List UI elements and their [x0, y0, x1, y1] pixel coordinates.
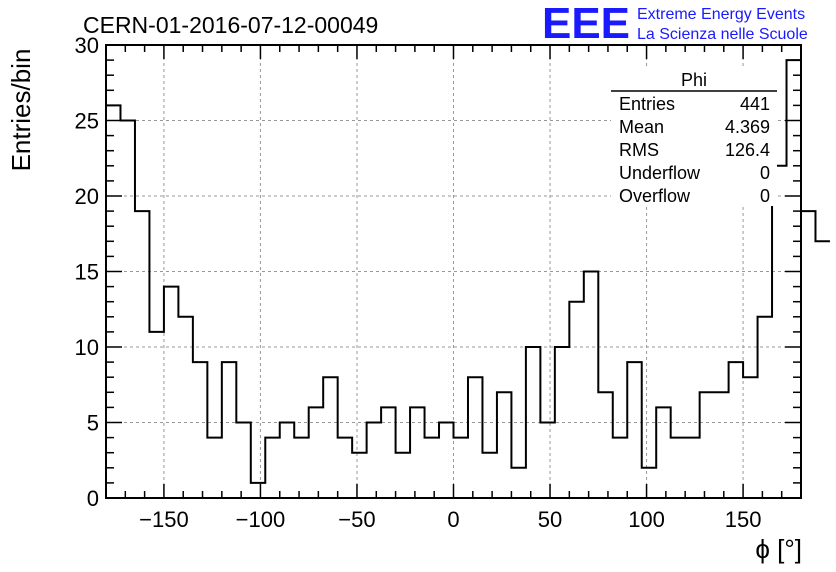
brand-line-1: Extreme Energy Events: [637, 6, 805, 23]
histogram-bin-41: [700, 392, 714, 498]
y-tick-label-5: 25: [75, 109, 99, 134]
histogram-bin-11: [265, 438, 279, 498]
stats-value-underflow: 0: [760, 163, 770, 183]
histogram-bin-5: [178, 317, 192, 498]
histogram-bin-28: [511, 468, 525, 498]
stats-label-overflow: Overflow: [619, 186, 691, 206]
histogram-bin-17: [352, 453, 366, 498]
y-tick-label-4: 20: [75, 184, 99, 209]
axis-ticks: [105, 44, 802, 499]
histogram-bin-42: [714, 392, 728, 498]
histogram-bin-6: [193, 362, 207, 498]
histogram-bin-30: [540, 423, 554, 499]
stats-value-rms: 126.4: [725, 140, 770, 160]
histogram-bin-48: [801, 211, 815, 498]
histogram-bin-33: [584, 272, 598, 499]
histogram-bin-24: [454, 438, 468, 498]
histogram-bin-4: [164, 287, 178, 498]
histogram-bin-18: [367, 423, 381, 499]
histogram-bin-37: [642, 468, 656, 498]
brand-line-2: La Scienza nelle Scuole: [637, 26, 808, 43]
histogram-bin-8: [222, 362, 236, 498]
histogram-bin-15: [323, 377, 337, 498]
tick-labels: −150 −100 −50 0 50 100 150 0 5 10 15 20 25 30: [75, 33, 762, 532]
histogram-bin-23: [439, 423, 453, 499]
y-tick-label-2: 10: [75, 335, 99, 360]
x-tick-label-3: 0: [447, 507, 459, 532]
histogram-bin-25: [468, 377, 482, 498]
eee-logo: EEE Extreme Energy Events La Scienza nel…: [542, 0, 808, 48]
histogram-bin-14: [309, 407, 323, 498]
histogram-bin-7: [207, 438, 221, 498]
histogram-bin-34: [598, 392, 612, 498]
x-tick-label-1: −100: [236, 507, 286, 532]
x-axis-label: ϕ [°]: [755, 534, 802, 564]
histogram-bin-2: [135, 211, 149, 498]
histogram-bin-1: [120, 121, 134, 499]
histogram-bin-16: [338, 438, 352, 498]
histogram-bin-46: [772, 166, 786, 498]
histogram-bin-47: [787, 60, 801, 498]
x-tick-label-2: −50: [338, 507, 375, 532]
x-tick-label-5: 100: [628, 507, 665, 532]
histogram-bin-19: [381, 407, 395, 498]
y-tick-label-3: 15: [75, 260, 99, 285]
stats-label-entries: Entries: [619, 94, 675, 114]
stats-title: Phi: [681, 70, 707, 90]
stats-box: Phi Entries 441 Mean 4.369 RMS 126.4 Underflow…: [611, 66, 777, 206]
stats-label-underflow: Underflow: [619, 163, 701, 183]
x-tick-label-6: 150: [725, 507, 762, 532]
histogram-bin-36: [627, 362, 641, 498]
histogram-bin-3: [149, 332, 163, 498]
histogram-bin-44: [743, 377, 757, 498]
histogram-bin-21: [410, 407, 424, 498]
y-tick-label-6: 30: [75, 33, 99, 58]
eee-logo-letters: EEE: [542, 0, 630, 48]
histogram-bin-38: [656, 407, 670, 498]
histogram-bars: [106, 59, 830, 499]
histogram-bin-32: [569, 302, 583, 498]
histogram-bin-45: [758, 317, 772, 498]
y-tick-label-0: 0: [87, 486, 99, 511]
stats-value-overflow: 0: [760, 186, 770, 206]
histogram-outline: [106, 59, 830, 484]
chart-title: CERN-01-2016-07-12-00049: [83, 12, 378, 38]
x-tick-label-0: −150: [139, 507, 189, 532]
histogram-bin-26: [482, 453, 496, 498]
histogram-bin-27: [497, 392, 511, 498]
stats-value-entries: 441: [740, 94, 770, 114]
histogram-bin-43: [729, 362, 743, 498]
histogram-bin-12: [280, 423, 294, 499]
histogram-bin-39: [671, 438, 685, 498]
stats-label-rms: RMS: [619, 140, 659, 160]
y-tick-label-1: 5: [87, 411, 99, 436]
histogram-bin-13: [294, 438, 308, 498]
x-tick-label-4: 50: [538, 507, 562, 532]
stats-value-mean: 4.369: [725, 117, 770, 137]
histogram-bin-20: [396, 453, 410, 498]
stats-label-mean: Mean: [619, 117, 664, 137]
histogram-bin-9: [236, 423, 250, 499]
histogram-bin-22: [425, 438, 439, 498]
histogram-bin-35: [613, 438, 627, 498]
histogram-bin-40: [685, 438, 699, 498]
y-axis-label: Entries/bin: [6, 49, 36, 172]
histogram-bin-49: [815, 241, 829, 498]
histogram-bin-10: [251, 483, 265, 498]
